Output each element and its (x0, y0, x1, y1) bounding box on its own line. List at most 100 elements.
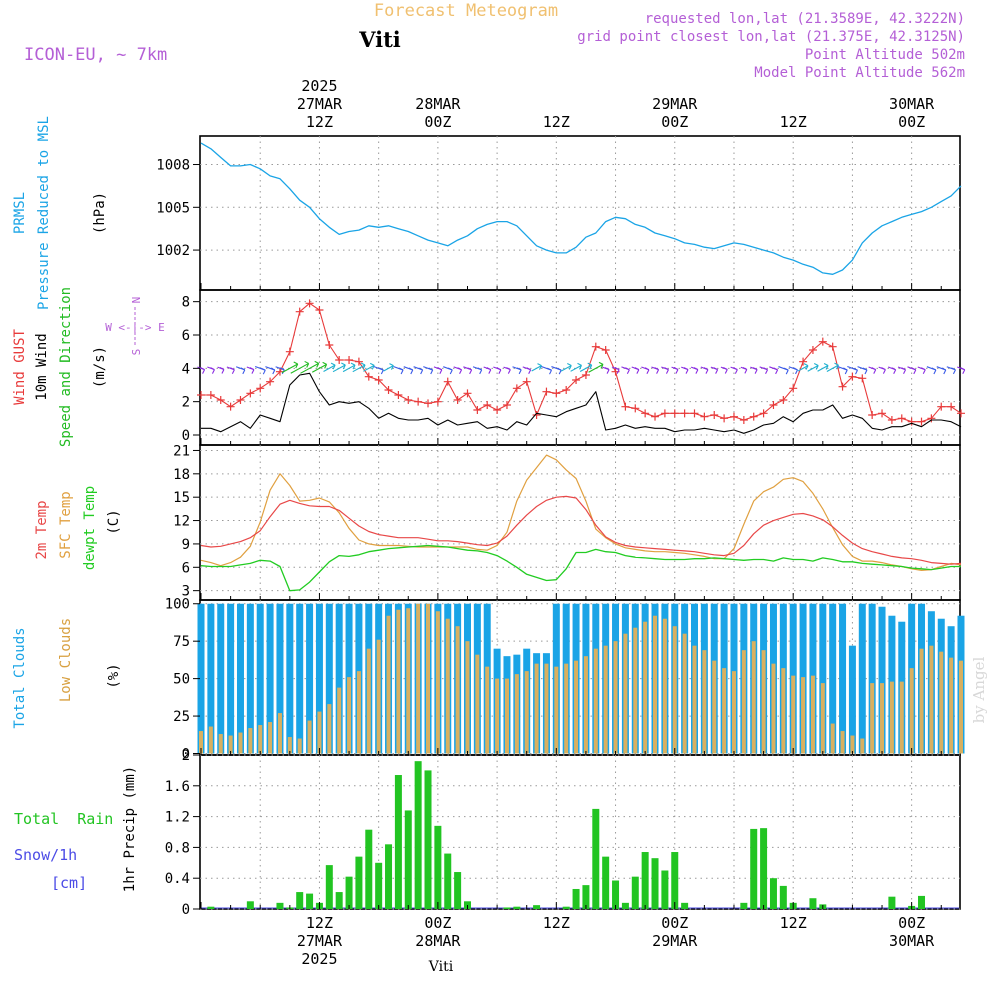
wind-arrow (323, 364, 336, 372)
rain-bar (394, 775, 402, 909)
gust-marker (562, 386, 571, 394)
wind-arrow-head (871, 367, 877, 374)
low-cloud-bar (435, 611, 440, 754)
snow-label: Snow/1h (14, 846, 77, 864)
gust-marker (670, 409, 679, 418)
low-cloud-bar (218, 734, 223, 754)
low-cloud-bar (722, 668, 727, 754)
top-time-label: 12Z (780, 113, 807, 131)
wind-arrow (588, 363, 604, 373)
dewpt-line (200, 544, 961, 592)
wind-arrow-head (341, 362, 346, 370)
temperature-ytick-label: 15 (173, 490, 190, 506)
t2m-label: 2m Temp (34, 500, 50, 559)
gust-marker (769, 401, 778, 409)
wind-arrow-head (506, 367, 511, 374)
wind-arrow (797, 365, 809, 372)
wind-arrow-head (496, 367, 502, 374)
gust-marker (601, 346, 610, 354)
low-cloud-bar (682, 633, 687, 754)
wind-arrow-head (644, 367, 650, 374)
gust-marker (858, 374, 867, 383)
wind-arrow-head (823, 362, 829, 370)
wind-arrow (300, 362, 319, 374)
wind-arrow-head (951, 367, 956, 375)
wind-arrow-head (437, 367, 443, 375)
wind-arrow-head (614, 367, 620, 374)
total-cloud-bar (325, 603, 333, 754)
low-cloud-bar (504, 678, 509, 754)
wind-gust-label: Wind GUST (12, 329, 28, 405)
gust-marker (542, 387, 551, 396)
wind-arrow-head (742, 366, 748, 374)
gust-marker (295, 307, 304, 316)
gust-marker (206, 391, 215, 399)
wind-unit: (m/s) (92, 346, 108, 388)
wind-arrow-head (723, 367, 728, 374)
sfc-label: SFC Temp (58, 491, 74, 558)
gust-marker (808, 346, 817, 354)
wind-arrow (311, 363, 327, 373)
wind-arrow-head (567, 363, 572, 370)
point-altitude: Point Altitude 502m (805, 47, 965, 63)
gust-marker (404, 396, 413, 404)
rain-bar (414, 761, 422, 909)
low-cloud-bar (455, 626, 460, 754)
rain-bar (306, 893, 314, 909)
low-cloud-bar (958, 660, 963, 754)
gust-marker (907, 417, 916, 426)
low-cloud-bar (445, 618, 450, 754)
gust-marker (266, 377, 275, 386)
total-cloud-bar (197, 603, 205, 754)
low-cloud-bar (692, 645, 697, 754)
low-cloud-bar (248, 728, 253, 754)
pressure-unit: (hPa) (92, 192, 108, 234)
low-cloud-bar (939, 651, 944, 754)
low-cloud-bar (623, 633, 628, 754)
low-cloud-bar (287, 737, 292, 754)
wind-arrow-head (960, 367, 966, 374)
rain-bar (355, 856, 363, 909)
rain-bar (572, 888, 580, 909)
low-cloud-bar (277, 713, 282, 754)
low-cloud-bar (268, 722, 273, 754)
wind-arrow-head (703, 367, 709, 374)
low-cloud-bar (771, 663, 776, 754)
wind-arrow-head (261, 367, 266, 375)
gust-marker (868, 411, 877, 419)
rain-bar (296, 892, 304, 909)
wind-arrow-head (379, 367, 384, 375)
wind-arrow-head (843, 367, 848, 375)
total-clouds-label: Total Clouds (12, 627, 28, 728)
rain-bar (276, 902, 284, 909)
bottom-time-label: 00Z (898, 914, 925, 932)
rain-bar (207, 906, 215, 909)
gust-marker (226, 402, 235, 411)
wind-arrow-head (330, 362, 336, 370)
low-cloud-bar (564, 663, 569, 754)
clouds-ytick-label: 100 (165, 597, 190, 613)
rain-bar (592, 808, 600, 909)
low-cloud-bar (406, 608, 411, 754)
total-cloud-bar (266, 603, 274, 754)
total-cloud-bar (236, 603, 244, 754)
bottom-time-label: 12Z (543, 914, 570, 932)
wind-arrow-head (891, 367, 897, 374)
bottom-time-label: 2025 (301, 950, 337, 968)
gust-marker (364, 372, 373, 381)
gust-marker (591, 342, 600, 351)
wind-arrow-head (803, 363, 809, 370)
wind-arrow-head (654, 367, 660, 374)
wind-arrow-head (941, 367, 947, 375)
sfc-temp-line (200, 454, 962, 572)
top-time-label: 00Z (661, 113, 688, 131)
gust-marker (828, 342, 837, 351)
rain-bar (533, 905, 541, 909)
low-cloud-bar (465, 641, 470, 754)
rain-bar (641, 852, 649, 909)
grid-point-coords: grid point closest lon,lat (21.375E, 42.… (577, 29, 965, 45)
gust-marker (197, 391, 205, 399)
wind-arrow-head (486, 367, 492, 374)
low-cloud-bar (603, 645, 608, 754)
